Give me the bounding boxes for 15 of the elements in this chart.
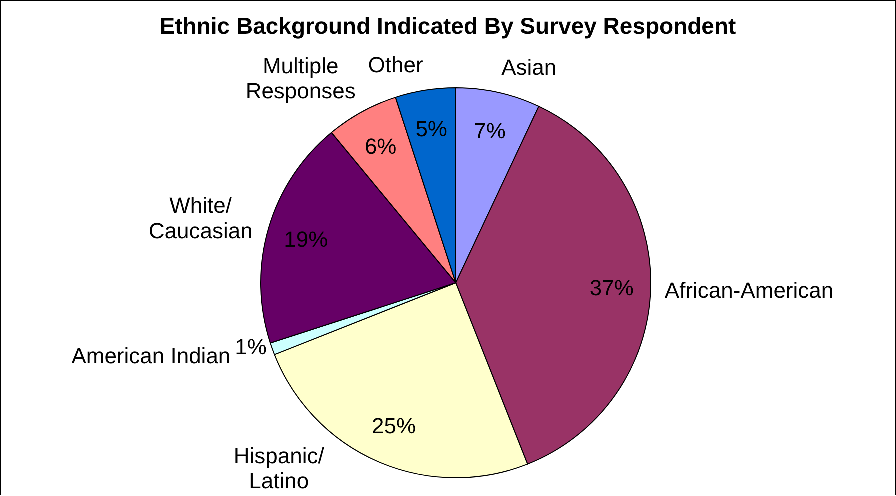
data-label: 37%: [590, 275, 634, 300]
data-label: 7%: [474, 118, 506, 144]
slice-label: Other: [368, 52, 424, 78]
chart-title: Ethnic Background Indicated By Survey Respondent: [158, 13, 738, 39]
data-label: 25%: [372, 414, 416, 439]
data-label: 19%: [284, 226, 328, 252]
slice-label: Hispanic/ Latino: [234, 443, 326, 494]
slice-label: Multiple Responses: [246, 53, 356, 104]
slice-label: American Indian: [72, 343, 231, 368]
slice-label: Asian: [502, 54, 557, 80]
data-label: 1%: [235, 334, 267, 360]
data-label: 5%: [416, 116, 448, 142]
data-label: 6%: [364, 134, 397, 159]
slice-label: African-American: [664, 278, 834, 304]
slice-label: White/ Caucasian: [148, 193, 253, 244]
